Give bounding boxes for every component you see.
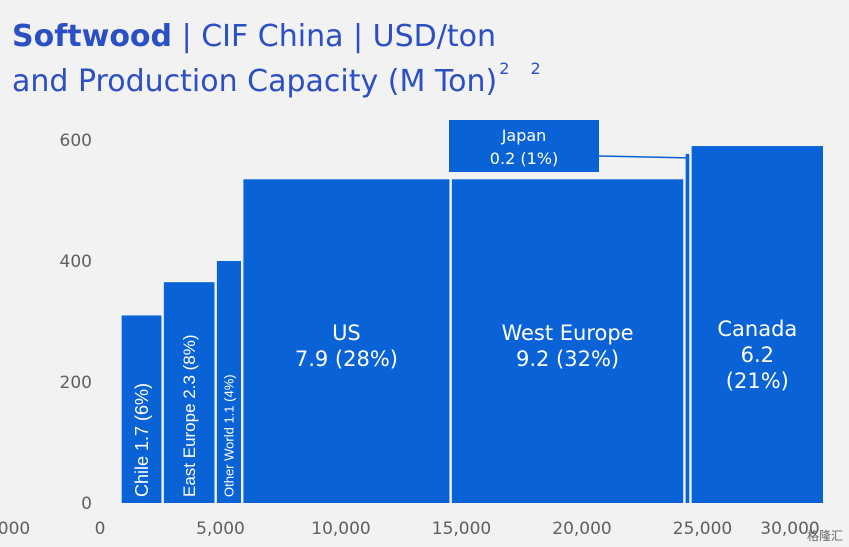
y-tick-label: 600 (60, 131, 92, 151)
watermark: 格隆汇 (806, 529, 843, 543)
title-line-2: and Production Capacity (M Ton) 2 2 (12, 56, 541, 101)
x-tick-label: 15,000 (432, 519, 491, 539)
bar-label-east-europe: East Europe 2.3 (8%) (180, 334, 199, 497)
bar-japan (685, 153, 690, 504)
title-superscript-1: 2 (499, 59, 510, 78)
bar-label-canada: (21%) (726, 369, 789, 393)
callout-value-japan: 0.2 (1%) (490, 149, 558, 168)
callout-box-japan (449, 120, 599, 172)
title-superscript-2: 2 (530, 59, 541, 78)
bar-label-canada: Canada (717, 317, 797, 341)
title-line-1: Softwood | CIF China | USD/ton (12, 18, 541, 56)
chart-title: Softwood | CIF China | USD/ton and Produ… (12, 18, 541, 101)
bar-west-europe (451, 179, 684, 503)
bar-label-us: US (332, 321, 361, 345)
x-tick-label-partial: 000 (0, 519, 30, 539)
title-line2-text: and Production Capacity (M Ton) (12, 64, 498, 99)
bar-label-other-world: Other World 1.1 (4%) (221, 374, 236, 497)
x-tick-label: 30,000 (760, 519, 819, 539)
y-tick-label: 400 (60, 252, 92, 272)
title-rest: | CIF China | USD/ton (172, 19, 497, 54)
title-bold: Softwood (12, 19, 173, 54)
x-tick-label: 10,000 (311, 519, 370, 539)
bar-label-west-europe: West Europe (501, 321, 633, 345)
y-tick-label: 200 (60, 373, 92, 393)
x-tick-label: 5,000 (196, 519, 245, 539)
x-tick-label: 25,000 (673, 519, 732, 539)
callout-label-japan: Japan (501, 126, 547, 145)
x-tick-label: 20,000 (552, 519, 611, 539)
bar-east-europe (163, 282, 215, 503)
bar-label-west-europe: 9.2 (32%) (516, 347, 619, 371)
y-tick-label: 0 (81, 494, 92, 514)
bar-canada (691, 146, 823, 504)
bar-other-world (216, 261, 241, 503)
bar-chile (121, 315, 162, 503)
bar-label-chile: Chile 1.7 (6%) (132, 383, 152, 497)
x-tick-label: 0 (95, 519, 106, 539)
bar-label-canada: 6.2 (741, 343, 774, 367)
bar-label-us: 7.9 (28%) (295, 347, 398, 371)
callout-leader-line (598, 155, 688, 159)
bar-us (243, 179, 450, 503)
